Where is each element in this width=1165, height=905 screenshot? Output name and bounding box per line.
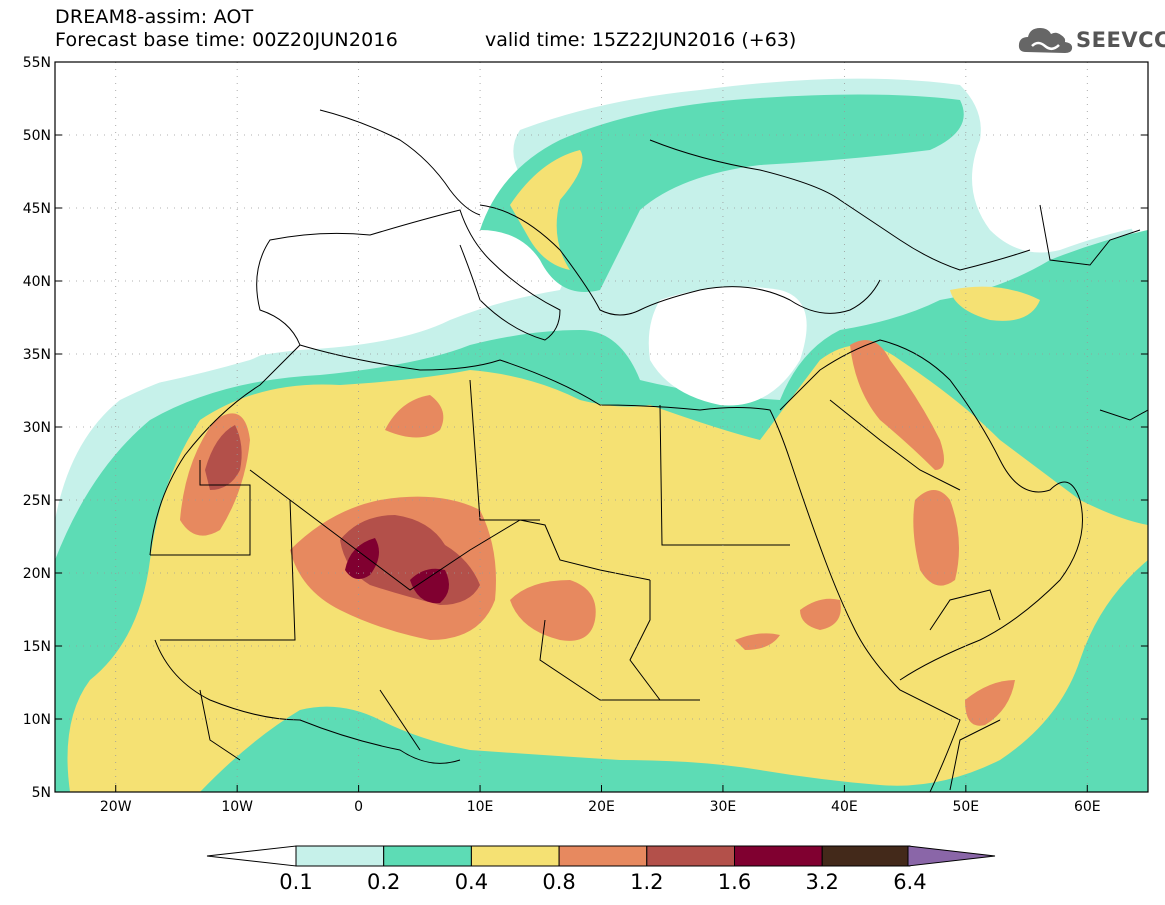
- border: [379, 689, 421, 751]
- border: [1039, 204, 1141, 266]
- colorbar-segment: [558, 845, 648, 867]
- aot-band-0.4: [67, 345, 1148, 792]
- lat-tick-label: 15N: [23, 639, 51, 655]
- forecast-base-time: Forecast base time: 00Z20JUN2016: [55, 29, 398, 51]
- aot-band-1.6: [345, 538, 379, 579]
- aot-band-0.8: [510, 580, 596, 641]
- aot-band-1.2: [205, 425, 242, 490]
- coastline: [256, 209, 561, 346]
- clear-areas: [55, 62, 1148, 420]
- colorbar-label: 0.2: [366, 870, 401, 894]
- border: [199, 689, 241, 761]
- lat-tick-label: 50N: [23, 128, 51, 144]
- lat-tick-label: 5N: [32, 785, 51, 801]
- border: [929, 589, 1001, 631]
- lon-tick-label: 10W: [221, 799, 253, 815]
- lon-tick-label: 50E: [952, 799, 979, 815]
- lon-tick-label: 60E: [1074, 799, 1101, 815]
- border: [659, 404, 790, 546]
- colorbar-segment: [734, 845, 823, 867]
- aot-band-1.6: [410, 568, 449, 604]
- aot-band-0.4: [510, 150, 583, 270]
- coastline: [479, 204, 881, 316]
- map-title: DREAM8-assim: AOT: [55, 6, 254, 28]
- colorbar-segment: [821, 845, 911, 867]
- colorbar: [206, 845, 996, 867]
- colorbar-label: 0.4: [454, 870, 489, 894]
- colorbar-label: 0.8: [542, 870, 576, 894]
- border: [249, 469, 651, 591]
- coastline: [149, 344, 961, 792]
- lon-tick-label: 20W: [100, 799, 132, 815]
- coastline: [154, 639, 461, 764]
- aot-band-0.8: [800, 598, 841, 630]
- colorbar-segment: [295, 845, 385, 867]
- aot-band-0.2: [480, 94, 964, 292]
- lon-tick-label: 40E: [831, 799, 858, 815]
- lon-tick-label: 10E: [467, 799, 494, 815]
- colorbar-label: 0.1: [279, 870, 313, 894]
- lon-tick-label: 0: [354, 799, 363, 815]
- aot-band-0.4: [950, 286, 1040, 321]
- colorbar-low-arrow: [206, 845, 297, 867]
- colorbar-segment: [646, 845, 735, 867]
- lon-tick-label: 30E: [710, 799, 737, 815]
- border: [150, 460, 251, 556]
- aot-band-0.8: [385, 395, 444, 438]
- lat-tick-label: 55N: [23, 55, 51, 71]
- border: [629, 580, 661, 701]
- lat-tick-label: 20N: [23, 566, 51, 582]
- border: [469, 379, 540, 521]
- colorbar-label: 6.4: [893, 870, 927, 894]
- seevccc-logo: SEEVCCC: [1018, 22, 1165, 58]
- colorbar-segment: [470, 845, 560, 867]
- aot-band-0.8: [913, 490, 959, 586]
- border: [160, 499, 296, 641]
- lon-tick-label: 20E: [588, 799, 615, 815]
- border: [829, 399, 961, 491]
- coastlines: [149, 109, 1148, 792]
- axis-ticks: 20W 10W 0 10E 20E 30E 40E 50E 60E 55N 50N 45N 40N 35N…: [23, 55, 1148, 815]
- border: [1099, 409, 1148, 421]
- border: [949, 719, 1001, 791]
- colorbar-label: 3.2: [805, 870, 839, 894]
- colorbar-high-arrow: [907, 845, 996, 867]
- lat-tick-label: 30N: [23, 420, 51, 436]
- clear-area: [960, 62, 1148, 253]
- valid-time: valid time: 15Z22JUN2016 (+63): [485, 29, 797, 51]
- colorbar-segment: [383, 845, 472, 867]
- cloud-icon: [1018, 28, 1073, 53]
- aot-band-0.8: [850, 340, 944, 470]
- lat-tick-label: 10N: [23, 712, 51, 728]
- aot-band-0.8: [965, 680, 1015, 726]
- coastline: [779, 339, 1083, 681]
- lat-tick-label: 45N: [23, 201, 51, 217]
- lat-tick-label: 25N: [23, 493, 51, 509]
- lat-tick-label: 40N: [23, 274, 51, 290]
- gridlines: [55, 61, 1148, 793]
- colorbar-label: 1.2: [630, 870, 664, 894]
- coastline: [319, 109, 481, 216]
- clear-area: [55, 62, 480, 420]
- aot-band-0.8: [735, 633, 780, 650]
- colorbar-label: 1.6: [717, 870, 752, 894]
- lat-tick-label: 35N: [23, 347, 51, 363]
- clear-area: [648, 286, 807, 406]
- coastline: [649, 139, 1031, 271]
- border: [539, 619, 700, 701]
- logo-text: SEEVCCC: [1076, 28, 1165, 52]
